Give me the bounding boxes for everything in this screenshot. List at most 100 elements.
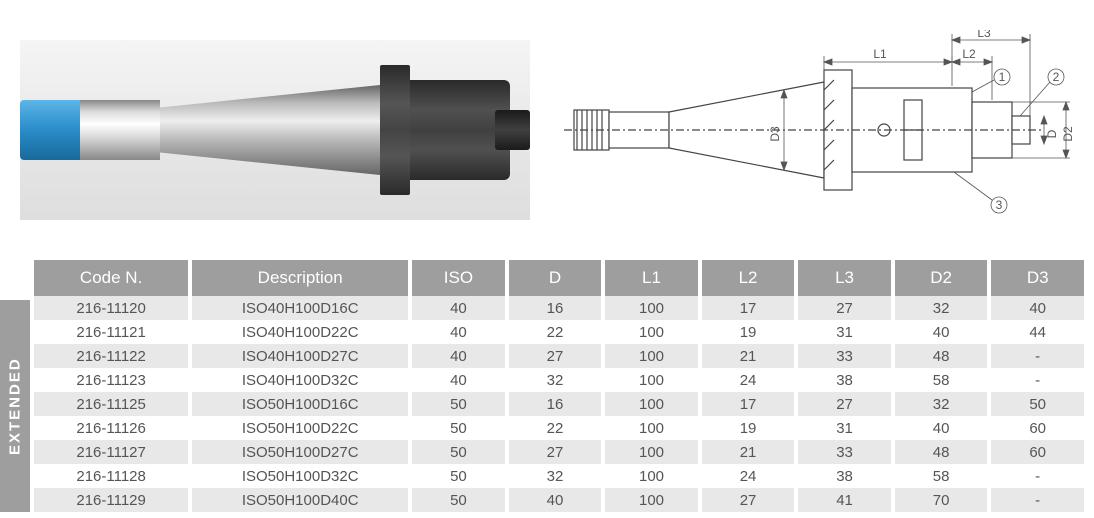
- cell-code: 216-11122: [34, 344, 188, 368]
- dim-l3: L3: [977, 30, 991, 40]
- cell-d: 32: [509, 464, 602, 488]
- cell-code: 216-11125: [34, 392, 188, 416]
- dim-d2: D2: [1061, 126, 1074, 142]
- cell-iso: 40: [412, 344, 505, 368]
- cell-code: 216-11128: [34, 464, 188, 488]
- tool-shaft: [80, 100, 160, 160]
- cell-d3: 50: [991, 392, 1084, 416]
- table-row: 216-11125ISO50H100D16C501610017273250: [34, 392, 1084, 416]
- col-header-l3: L3: [798, 260, 891, 296]
- cell-d3: 44: [991, 320, 1084, 344]
- table-row: 216-11128ISO50H100D32C5032100243858-: [34, 464, 1084, 488]
- cell-d2: 58: [895, 464, 988, 488]
- cell-d: 22: [509, 320, 602, 344]
- cell-d: 27: [509, 344, 602, 368]
- tool-cone: [160, 85, 380, 175]
- cell-l2: 24: [702, 368, 795, 392]
- table-row: 216-11120ISO40H100D16C401610017273240: [34, 296, 1084, 320]
- dim-d: D: [1045, 129, 1059, 138]
- table-body: 216-11120ISO40H100D16C401610017273240216…: [34, 296, 1084, 512]
- cell-l3: 27: [798, 392, 891, 416]
- tool-photo-body: [20, 80, 530, 180]
- cell-d3: -: [991, 368, 1084, 392]
- cell-l3: 38: [798, 464, 891, 488]
- col-header-iso: ISO: [412, 260, 505, 296]
- cell-iso: 50: [412, 440, 505, 464]
- table-row: 216-11129ISO50H100D40C5040100274170-: [34, 488, 1084, 512]
- cell-d: 22: [509, 416, 602, 440]
- cell-code: 216-11123: [34, 368, 188, 392]
- cell-code: 216-11126: [34, 416, 188, 440]
- cell-l2: 17: [702, 296, 795, 320]
- cell-d3: -: [991, 488, 1084, 512]
- tool-flange: [380, 65, 410, 195]
- cell-l2: 17: [702, 392, 795, 416]
- cell-l2: 24: [702, 464, 795, 488]
- callout-2: 2: [1053, 70, 1060, 84]
- cell-l3: 31: [798, 416, 891, 440]
- dim-d3: D3: [768, 126, 782, 142]
- callout-1: 1: [999, 70, 1006, 84]
- cell-l1: 100: [605, 488, 698, 512]
- dimension-diagram: L1 L3 L2 D3: [554, 30, 1074, 230]
- cell-d2: 32: [895, 296, 988, 320]
- cell-l3: 41: [798, 488, 891, 512]
- cell-desc: ISO40H100D27C: [192, 344, 408, 368]
- cell-code: 216-11120: [34, 296, 188, 320]
- product-photo: [20, 40, 530, 220]
- cell-desc: ISO50H100D16C: [192, 392, 408, 416]
- cell-iso: 40: [412, 320, 505, 344]
- cell-d3: -: [991, 344, 1084, 368]
- col-header-desc: Description: [192, 260, 408, 296]
- cell-l1: 100: [605, 416, 698, 440]
- table-row: 216-11126ISO50H100D22C502210019314060: [34, 416, 1084, 440]
- col-header-l2: L2: [702, 260, 795, 296]
- cell-code: 216-11127: [34, 440, 188, 464]
- col-header-d: D: [509, 260, 602, 296]
- cell-iso: 50: [412, 464, 505, 488]
- cell-desc: ISO50H100D27C: [192, 440, 408, 464]
- cell-desc: ISO40H100D32C: [192, 368, 408, 392]
- cell-d2: 40: [895, 320, 988, 344]
- cell-l3: 27: [798, 296, 891, 320]
- figure-row: L1 L3 L2 D3: [0, 0, 1094, 260]
- cell-code: 216-11129: [34, 488, 188, 512]
- col-header-d3: D3: [991, 260, 1084, 296]
- dim-l2: L2: [962, 47, 976, 61]
- cell-d: 40: [509, 488, 602, 512]
- col-header-l1: L1: [605, 260, 698, 296]
- tool-end: [410, 80, 510, 180]
- cell-d: 27: [509, 440, 602, 464]
- cell-desc: ISO50H100D32C: [192, 464, 408, 488]
- cell-iso: 50: [412, 392, 505, 416]
- cell-iso: 40: [412, 296, 505, 320]
- cell-iso: 50: [412, 488, 505, 512]
- cell-d3: -: [991, 464, 1084, 488]
- callout-3: 3: [996, 198, 1003, 212]
- cell-l2: 19: [702, 320, 795, 344]
- dim-l1: L1: [873, 47, 887, 61]
- cell-l1: 100: [605, 296, 698, 320]
- spec-table-wrap: EXTENDED Code N.DescriptionISODL1L2L3D2D…: [0, 260, 1094, 512]
- cell-d3: 60: [991, 416, 1084, 440]
- cell-d3: 60: [991, 440, 1084, 464]
- cell-l1: 100: [605, 344, 698, 368]
- extended-label: EXTENDED: [0, 300, 30, 512]
- cell-d: 16: [509, 296, 602, 320]
- cell-d2: 32: [895, 392, 988, 416]
- cell-l3: 31: [798, 320, 891, 344]
- cell-l2: 19: [702, 416, 795, 440]
- cell-d: 16: [509, 392, 602, 416]
- cell-l1: 100: [605, 392, 698, 416]
- cell-d2: 48: [895, 344, 988, 368]
- cell-iso: 40: [412, 368, 505, 392]
- cell-l1: 100: [605, 440, 698, 464]
- table-row: 216-11123ISO40H100D32C4032100243858-: [34, 368, 1084, 392]
- cell-l1: 100: [605, 464, 698, 488]
- cell-l3: 33: [798, 440, 891, 464]
- tool-cap: [20, 100, 80, 160]
- cell-d: 32: [509, 368, 602, 392]
- cell-desc: ISO50H100D22C: [192, 416, 408, 440]
- cell-d2: 48: [895, 440, 988, 464]
- cell-l3: 33: [798, 344, 891, 368]
